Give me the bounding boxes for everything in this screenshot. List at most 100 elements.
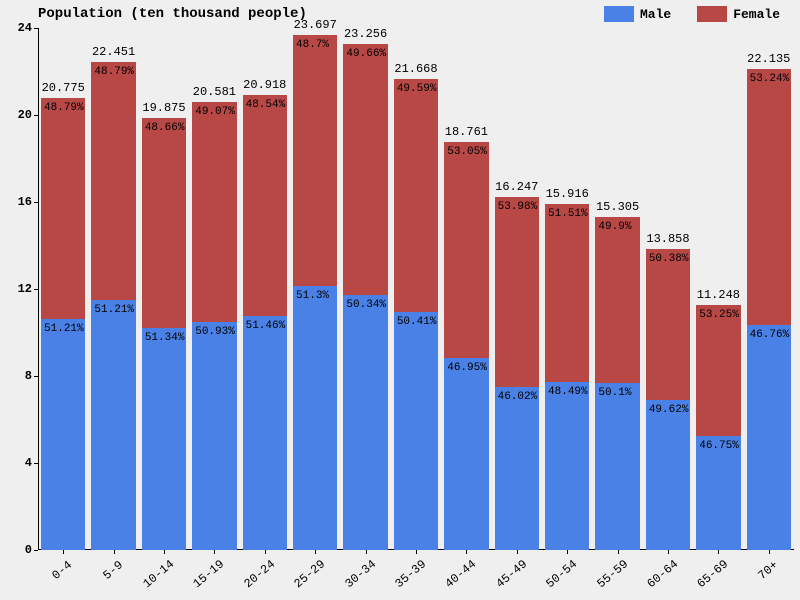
bar-segment-female: 53.24% — [747, 69, 791, 325]
bar-total-label: 21.668 — [394, 62, 437, 76]
bar-segment-male: 51.21% — [41, 319, 85, 550]
bar-segment-male: 49.62% — [646, 400, 690, 550]
y-tick-label: 20 — [18, 108, 32, 122]
y-tick — [34, 28, 38, 29]
bar-pct-male: 50.1% — [598, 387, 631, 399]
y-tick-label: 16 — [18, 195, 32, 209]
legend-item-male: Male — [604, 6, 671, 22]
bar-pct-female: 48.54% — [246, 99, 286, 111]
bar-pct-male: 46.02% — [498, 391, 538, 403]
bar-total-label: 11.248 — [697, 288, 740, 302]
bar-total-label: 16.247 — [495, 180, 538, 194]
bar-total-label: 15.305 — [596, 200, 639, 214]
x-tick-label: 45-49 — [493, 557, 530, 591]
bar-pct-female: 53.05% — [447, 146, 487, 158]
x-tick-label: 10-14 — [140, 557, 177, 591]
bar-pct-male: 51.3% — [296, 290, 329, 302]
y-tick-label: 24 — [18, 21, 32, 35]
bar-segment-male: 51.3% — [293, 286, 337, 550]
x-tick — [618, 550, 619, 554]
x-tick — [214, 550, 215, 554]
bar-pct-male: 49.62% — [649, 404, 689, 416]
y-tick — [34, 550, 38, 551]
bars-container: 0-451.21%48.79%20.7755-951.21%48.79%22.4… — [38, 28, 794, 550]
bar-pct-male: 50.34% — [346, 299, 386, 311]
y-tick-label: 8 — [25, 369, 32, 383]
x-tick-label: 50-54 — [544, 557, 581, 591]
bar-pct-male: 51.21% — [94, 304, 134, 316]
bar-segment-male: 46.75% — [696, 436, 740, 550]
bar-pct-female: 48.79% — [44, 102, 84, 114]
bar-total-label: 23.697 — [294, 18, 337, 32]
x-tick — [63, 550, 64, 554]
bar-segment-male: 48.49% — [545, 382, 589, 550]
bar-pct-female: 49.07% — [195, 106, 235, 118]
x-tick — [164, 550, 165, 554]
bar-segment-female: 49.07% — [192, 102, 236, 322]
bar-segment-female: 49.59% — [394, 79, 438, 313]
x-tick-label: 0-4 — [50, 558, 76, 583]
bar-pct-male: 50.41% — [397, 316, 437, 328]
bar-pct-male: 46.95% — [447, 362, 487, 374]
bar-segment-male: 46.02% — [495, 387, 539, 550]
y-tick-label: 12 — [18, 282, 32, 296]
x-tick — [114, 550, 115, 554]
bar-total-label: 23.256 — [344, 27, 387, 41]
bar-pct-female: 49.9% — [598, 221, 631, 233]
x-tick-label: 70+ — [755, 558, 781, 583]
bar-group: 46.02%53.98%16.247 — [495, 197, 539, 550]
bar-total-label: 20.918 — [243, 78, 286, 92]
x-tick-label: 65-69 — [695, 557, 732, 591]
bar-segment-male: 51.21% — [91, 300, 135, 550]
bar-segment-male: 46.76% — [747, 325, 791, 550]
x-tick — [517, 550, 518, 554]
bar-segment-female: 51.51% — [545, 204, 589, 382]
bar-pct-female: 53.98% — [498, 201, 538, 213]
bar-group: 46.95%53.05%18.761 — [444, 142, 488, 550]
y-tick-label: 0 — [25, 543, 32, 557]
x-tick-label: 35-39 — [392, 557, 429, 591]
y-tick — [34, 115, 38, 116]
bar-pct-female: 49.59% — [397, 83, 437, 95]
bar-segment-female: 48.79% — [41, 98, 85, 318]
x-tick-label: 15-19 — [191, 557, 228, 591]
chart-title: Population (ten thousand people) — [38, 6, 307, 22]
bar-segment-male: 50.41% — [394, 312, 438, 550]
bar-pct-female: 53.24% — [750, 73, 790, 85]
x-tick — [769, 550, 770, 554]
bar-pct-female: 50.38% — [649, 253, 689, 265]
bar-segment-female: 48.7% — [293, 35, 337, 286]
bar-segment-female: 48.79% — [91, 62, 135, 300]
bar-group: 46.75%53.25%11.248 — [696, 305, 740, 550]
bar-group: 50.34%49.66%23.256 — [343, 44, 387, 550]
bar-group: 51.34%48.66%19.875 — [142, 118, 186, 550]
bar-segment-female: 48.54% — [243, 95, 287, 316]
bar-segment-female: 50.38% — [646, 249, 690, 401]
x-tick-label: 20-24 — [241, 557, 278, 591]
bar-segment-male: 50.93% — [192, 322, 236, 550]
bar-group: 50.41%49.59%21.668 — [394, 79, 438, 550]
bar-total-label: 20.775 — [42, 81, 85, 95]
x-tick-label: 40-44 — [443, 557, 480, 591]
legend-swatch-female — [697, 6, 727, 22]
bar-pct-male: 51.21% — [44, 323, 84, 335]
bar-total-label: 22.451 — [92, 45, 135, 59]
bar-total-label: 15.916 — [546, 187, 589, 201]
bar-group: 50.1%49.9%15.305 — [595, 217, 639, 550]
bar-segment-male: 51.34% — [142, 328, 186, 550]
x-tick-label: 5-9 — [100, 558, 126, 583]
bar-total-label: 18.761 — [445, 125, 488, 139]
x-tick-label: 25-29 — [292, 557, 329, 591]
bar-pct-male: 46.75% — [699, 440, 739, 452]
bar-group: 51.21%48.79%20.775 — [41, 98, 85, 550]
legend-swatch-male — [604, 6, 634, 22]
legend-label-male: Male — [640, 7, 671, 22]
bar-pct-male: 48.49% — [548, 386, 588, 398]
x-tick-label: 60-64 — [644, 557, 681, 591]
bar-pct-male: 50.93% — [195, 326, 235, 338]
bar-pct-female: 53.25% — [699, 309, 739, 321]
legend: Male Female — [604, 6, 780, 22]
x-tick-label: 55-59 — [594, 557, 631, 591]
y-tick-label: 4 — [25, 456, 32, 470]
bar-group: 48.49%51.51%15.916 — [545, 204, 589, 550]
